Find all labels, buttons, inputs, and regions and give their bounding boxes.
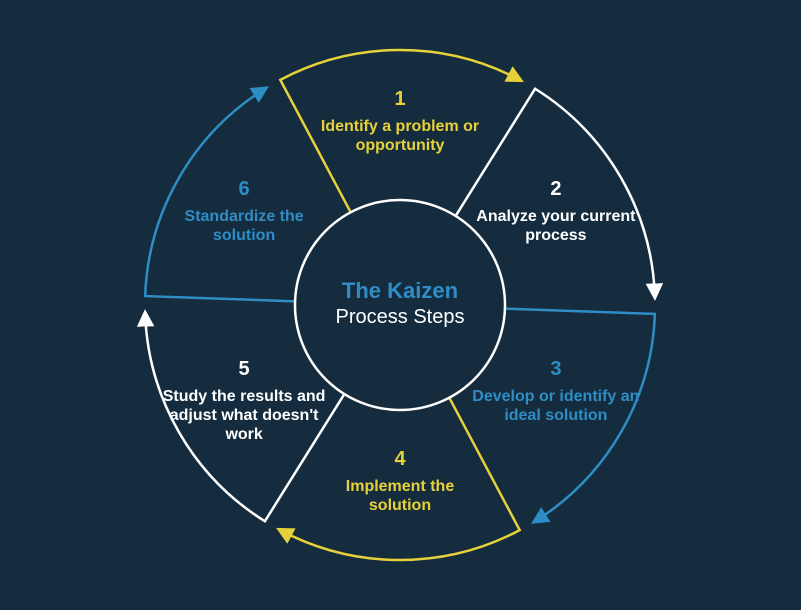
segment-2-outline bbox=[456, 89, 655, 296]
segment-1-outline bbox=[280, 50, 519, 212]
kaizen-cycle-diagram bbox=[0, 0, 801, 610]
segment-4-outline bbox=[281, 398, 520, 560]
segment-3-outline bbox=[505, 309, 655, 521]
segment-6-outline bbox=[145, 89, 295, 301]
segment-5-outline bbox=[145, 314, 344, 521]
center-circle bbox=[295, 200, 505, 410]
